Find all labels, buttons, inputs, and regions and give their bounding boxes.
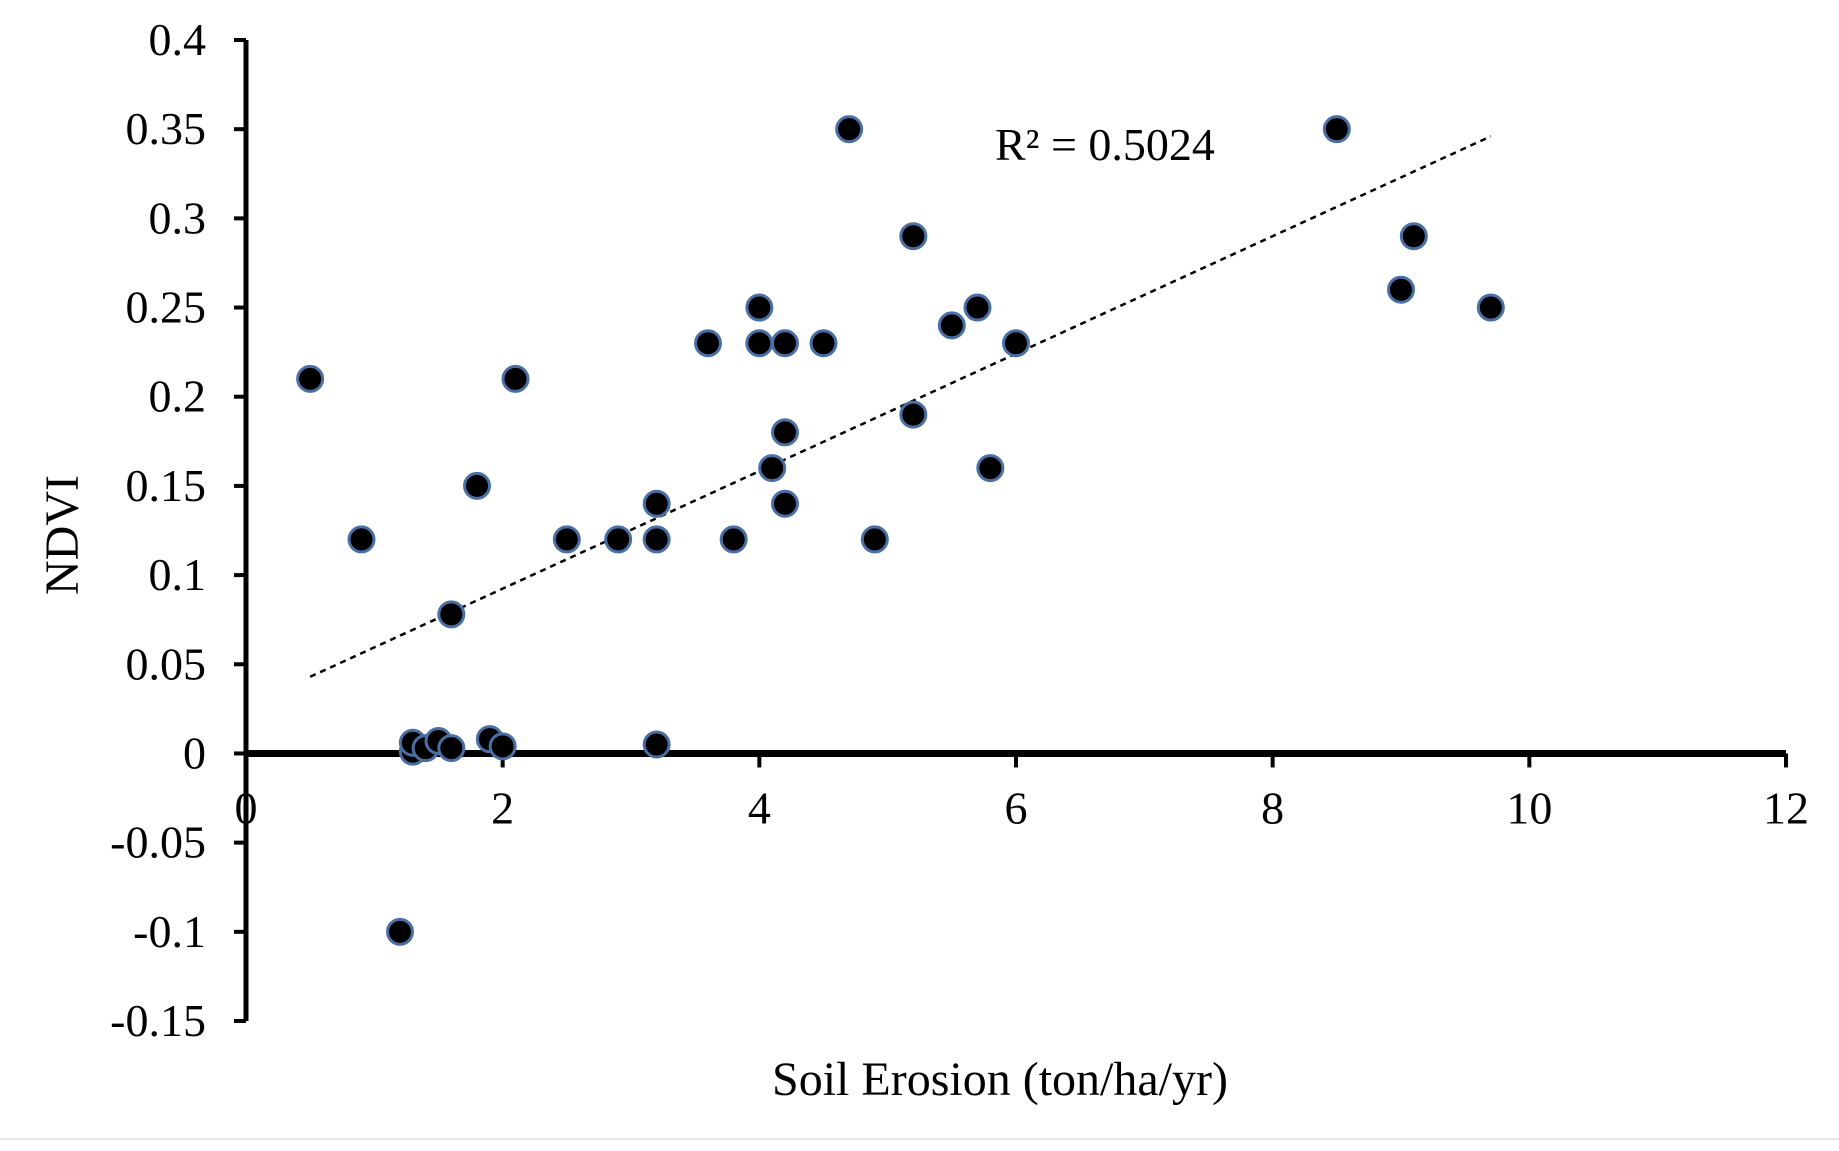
y-tick-label: 0.15	[126, 460, 207, 511]
data-point	[642, 730, 671, 759]
y-axis-title: NDVI	[36, 475, 89, 595]
data-point	[835, 115, 864, 144]
y-tick-label: -0.15	[110, 995, 206, 1046]
data-point	[1322, 115, 1351, 144]
trendline-group	[309, 135, 1492, 678]
data-point	[771, 329, 799, 358]
data-point	[745, 329, 774, 358]
data-point	[745, 293, 774, 322]
data-point	[976, 454, 1005, 483]
data-point	[860, 525, 889, 554]
data-point	[899, 400, 928, 429]
data-point	[771, 489, 799, 518]
y-tick-label: -0.05	[110, 817, 206, 868]
data-point	[604, 525, 633, 554]
y-axis: 0.4 0.35 0.3 0.25 0.2 0.15 0.1 0.05 0 -0.05 -0.1 -0…	[110, 14, 249, 1046]
data-point	[437, 600, 466, 629]
r-squared-annotation: R² = 0.5024	[995, 119, 1215, 170]
data-points	[296, 115, 1505, 946]
x-tick-label: 2	[491, 782, 514, 833]
data-point	[719, 525, 748, 554]
data-point	[1476, 293, 1505, 322]
y-tick-label: 0.35	[126, 103, 207, 154]
data-point	[386, 917, 414, 946]
y-tick-label: 0.4	[149, 14, 207, 65]
data-point	[1399, 222, 1428, 251]
x-axis-title: Soil Erosion (ton/ha/yr)	[772, 1053, 1228, 1106]
data-point	[809, 329, 838, 358]
data-point	[296, 364, 325, 393]
data-point	[642, 489, 671, 518]
x-axis: 0 2 4 6 8 10 12	[235, 749, 1809, 833]
bottom-divider	[0, 1138, 1839, 1140]
data-point	[552, 525, 581, 554]
y-tick-label: 0	[183, 727, 206, 778]
y-tick-label: -0.1	[133, 906, 206, 957]
x-tick-label: 8	[1261, 782, 1284, 833]
x-tick-label: 4	[748, 782, 771, 833]
data-point	[963, 293, 992, 322]
data-point	[771, 418, 799, 447]
data-point	[694, 329, 722, 358]
y-tick-label: 0.1	[149, 549, 207, 600]
data-point	[642, 525, 671, 554]
data-point	[488, 732, 517, 761]
data-point	[758, 454, 787, 483]
data-point	[937, 311, 966, 340]
y-tick-label: 0.05	[126, 638, 207, 689]
data-point	[463, 471, 491, 500]
y-tick-label: 0.2	[149, 371, 207, 422]
data-point	[1387, 275, 1415, 304]
x-tick-label: 12	[1763, 782, 1809, 833]
data-point	[347, 525, 376, 554]
data-point	[899, 222, 928, 251]
x-tick-label: 10	[1506, 782, 1552, 833]
data-point	[501, 364, 530, 393]
x-tick-label: 0	[235, 782, 258, 833]
y-tick-label: 0.3	[149, 192, 207, 243]
y-tick-label: 0.25	[126, 282, 207, 333]
data-point	[1002, 329, 1030, 358]
x-tick-label: 6	[1005, 782, 1028, 833]
trendline	[309, 135, 1492, 678]
data-point	[437, 734, 466, 763]
